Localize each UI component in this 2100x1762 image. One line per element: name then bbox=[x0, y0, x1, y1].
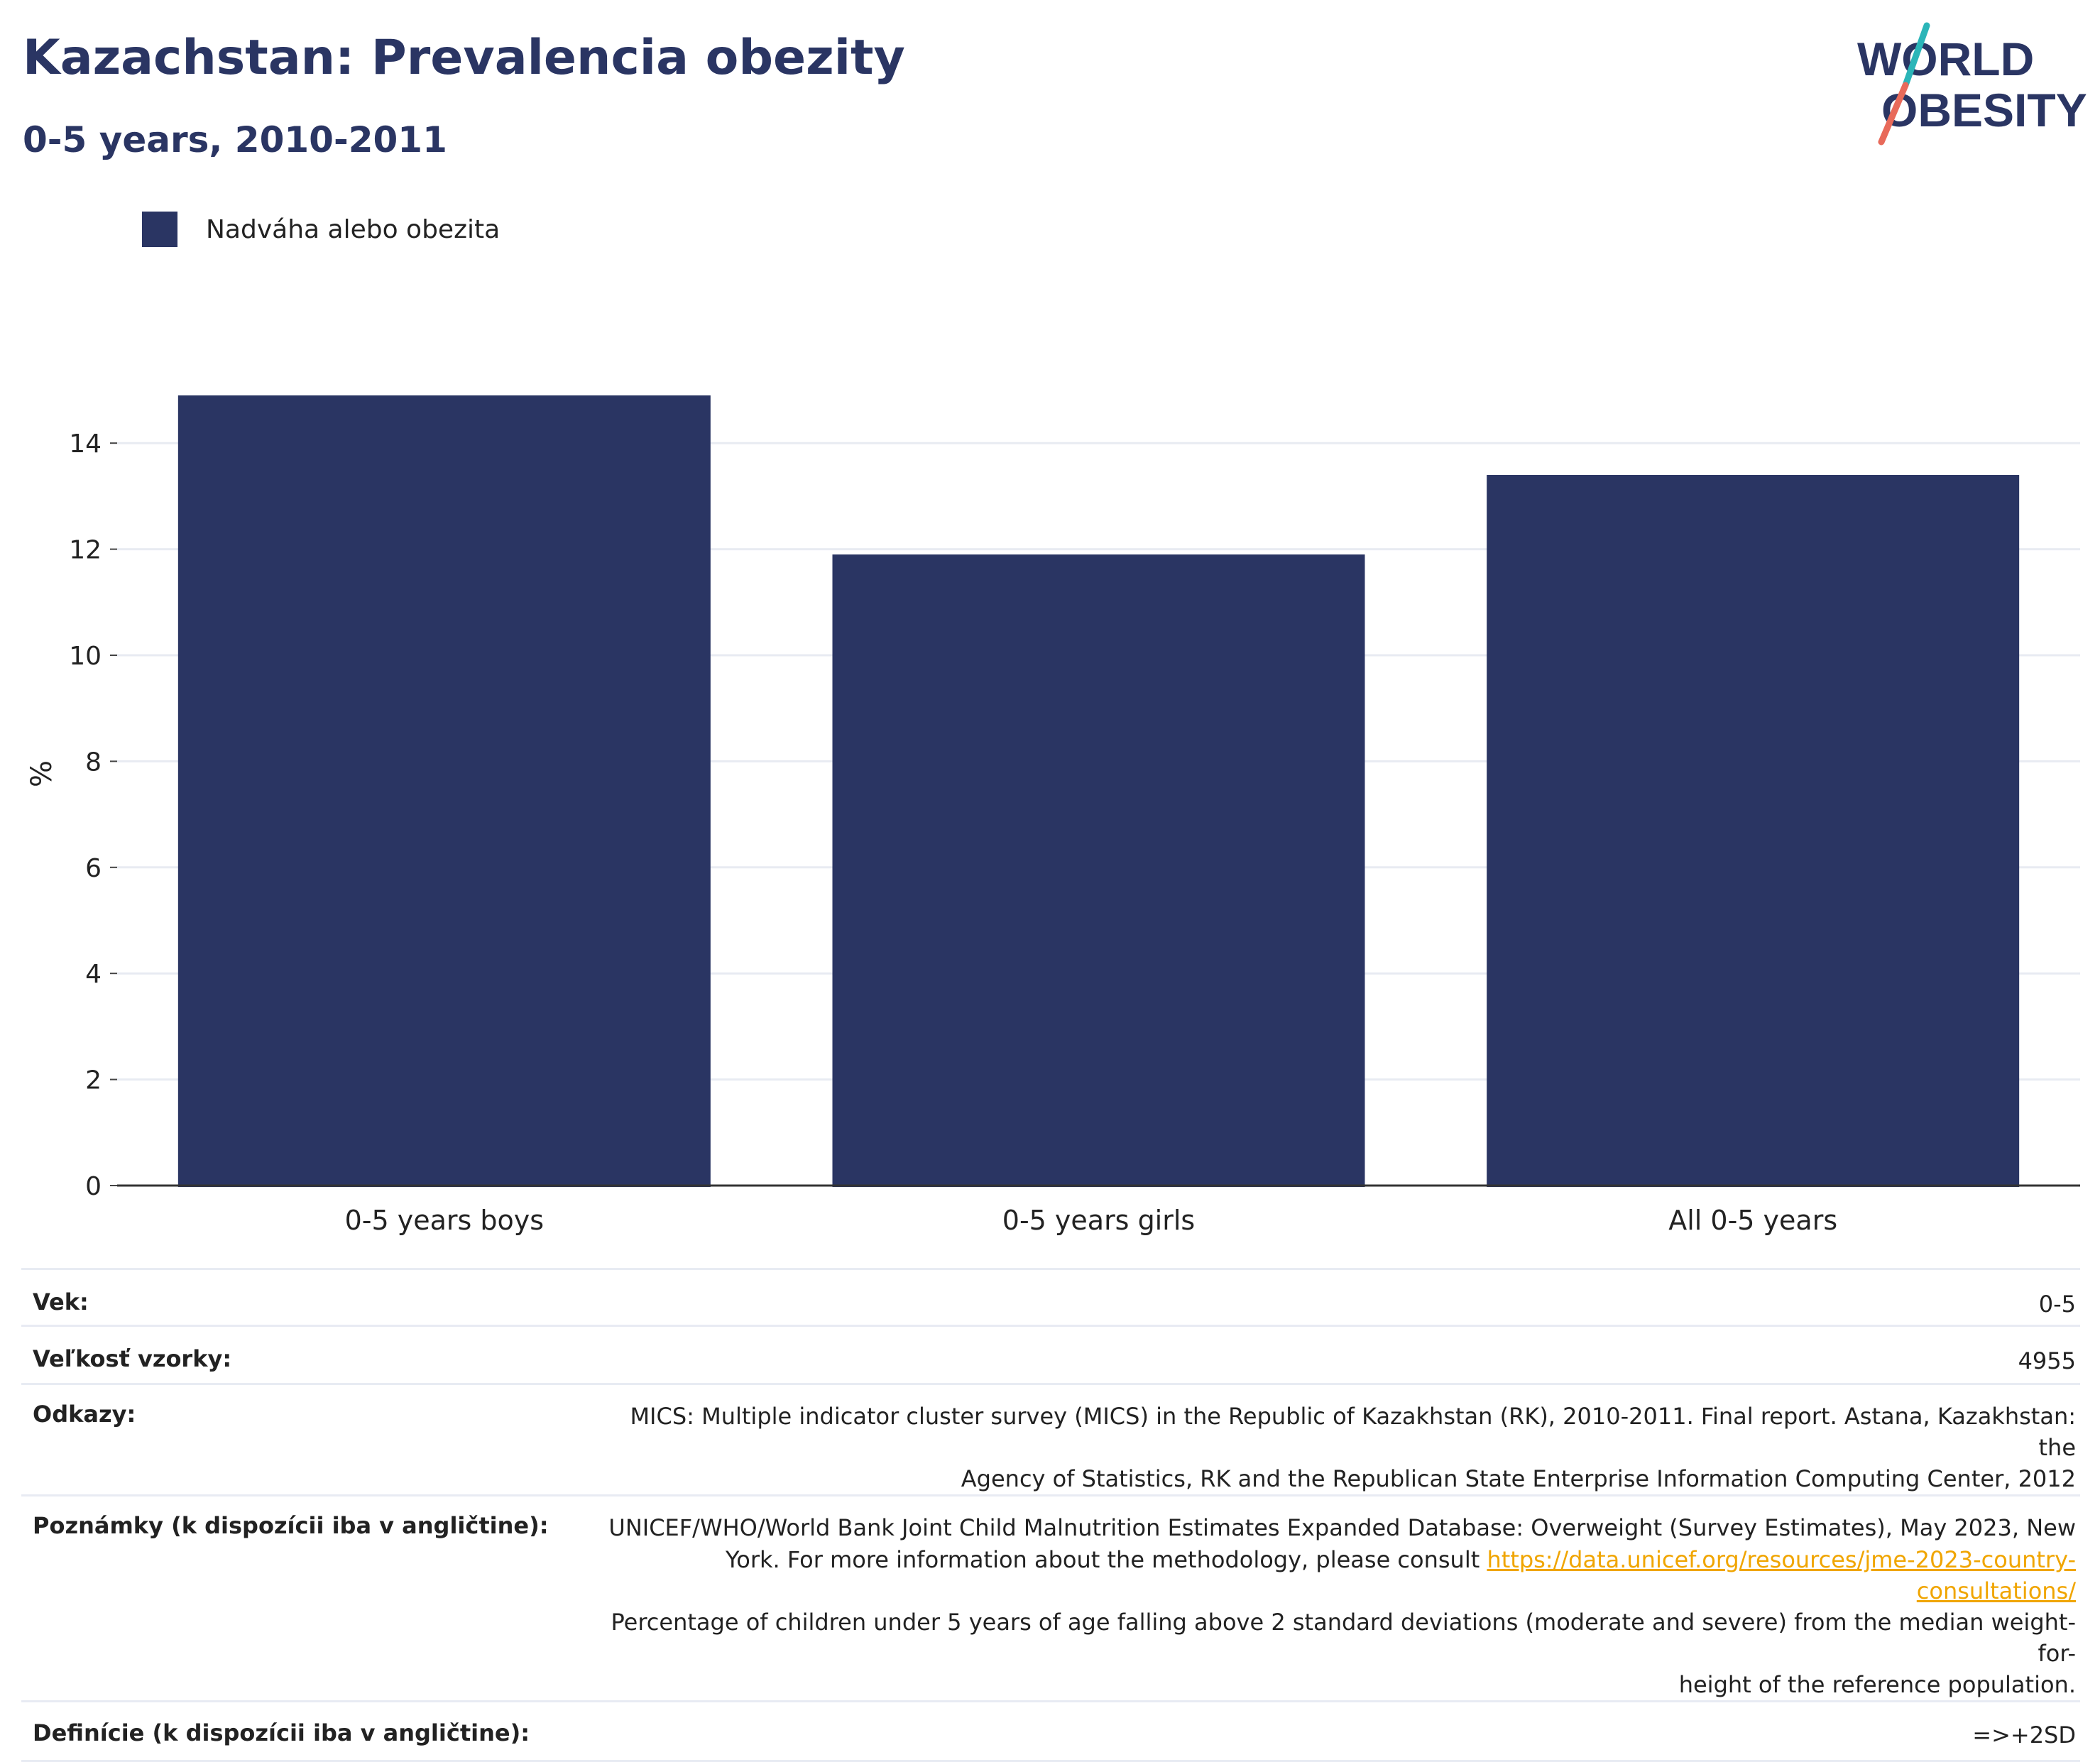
meta-value-line: height of the reference population. bbox=[1678, 1671, 2076, 1699]
meta-key: Definície (k dispozícii iba v angličtine… bbox=[21, 1700, 589, 1762]
meta-value-line: York. For more information about the met… bbox=[725, 1545, 1487, 1573]
meta-value-line: MICS: Multiple indicator cluster survey … bbox=[630, 1403, 2076, 1462]
y-axis-label: % bbox=[26, 760, 58, 787]
meta-key: Odkazy: bbox=[21, 1382, 589, 1496]
metadata-table: Vek: 0-5 Veľkosť vzorky: 4955 Odkazy: MI… bbox=[21, 1268, 2080, 1762]
y-tick-label: 8 bbox=[85, 748, 102, 777]
x-tick-label: 0-5 years girls bbox=[1002, 1205, 1195, 1236]
meta-row-age: Vek: 0-5 bbox=[21, 1268, 2080, 1326]
meta-row-definitions: Definície (k dispozícii iba v angličtine… bbox=[21, 1700, 2080, 1762]
meta-key: Poznámky (k dispozícii iba v angličtine)… bbox=[21, 1494, 589, 1702]
chart-legend: Nadváha alebo obezita bbox=[142, 212, 500, 247]
x-tick-label: 0-5 years boys bbox=[345, 1205, 544, 1236]
meta-value: 0-5 bbox=[589, 1268, 2080, 1326]
bar-1 bbox=[177, 395, 711, 1187]
y-tick-label: 4 bbox=[85, 960, 102, 989]
meta-value: 4955 bbox=[589, 1325, 2080, 1384]
x-tick-label: All 0-5 years bbox=[1668, 1205, 1837, 1236]
meta-value: MICS: Multiple indicator cluster survey … bbox=[589, 1382, 2080, 1496]
y-tick-label: 10 bbox=[69, 642, 102, 671]
legend-label: Nadváha alebo obezita bbox=[206, 214, 501, 244]
meta-row-references: Odkazy: MICS: Multiple indicator cluster… bbox=[21, 1382, 2080, 1496]
meta-value: =>+2SD bbox=[589, 1700, 2080, 1762]
meta-value-line: Percentage of children under 5 years of … bbox=[611, 1608, 2077, 1668]
world-obesity-logo: WORLD OBESITY bbox=[1857, 22, 2087, 146]
meta-key: Veľkosť vzorky: bbox=[21, 1325, 589, 1384]
bar-chart: 0 2 4 6 8 10 12 14% 0-5 years boys 0-5 years girl… bbox=[26, 395, 2080, 1236]
bar-2 bbox=[832, 554, 1365, 1187]
meta-row-sample-size: Veľkosť vzorky: 4955 bbox=[21, 1325, 2080, 1384]
logo-slash-top bbox=[1902, 22, 1930, 89]
meta-value-line: Agency of Statistics, RK and the Republi… bbox=[961, 1465, 2076, 1493]
y-tick-label: 0 bbox=[85, 1172, 102, 1201]
y-tick-label: 12 bbox=[69, 536, 102, 565]
meta-value-line: UNICEF/WHO/World Bank Joint Child Malnut… bbox=[608, 1514, 2076, 1542]
logo-word-obesity: OBESITY bbox=[1881, 84, 2087, 136]
y-tick-label: 6 bbox=[85, 854, 102, 883]
methodology-link[interactable]: https://data.unicef.org/resources/jme-20… bbox=[1487, 1545, 2076, 1604]
legend-swatch bbox=[142, 212, 177, 247]
chart-subtitle: 0-5 years, 2010-2011 bbox=[23, 119, 447, 160]
y-tick-label: 14 bbox=[69, 429, 102, 459]
chart-title: Kazachstan: Prevalencia obezity bbox=[23, 30, 905, 86]
meta-value: UNICEF/WHO/World Bank Joint Child Malnut… bbox=[589, 1494, 2080, 1702]
y-tick-label: 2 bbox=[85, 1066, 102, 1095]
meta-row-notes: Poznámky (k dispozícii iba v angličtine)… bbox=[21, 1494, 2080, 1702]
bar-3 bbox=[1487, 475, 2020, 1187]
logo-slash-bottom bbox=[1878, 82, 1909, 146]
meta-key: Vek: bbox=[21, 1268, 589, 1326]
logo-word-world: WORLD bbox=[1857, 33, 2034, 85]
